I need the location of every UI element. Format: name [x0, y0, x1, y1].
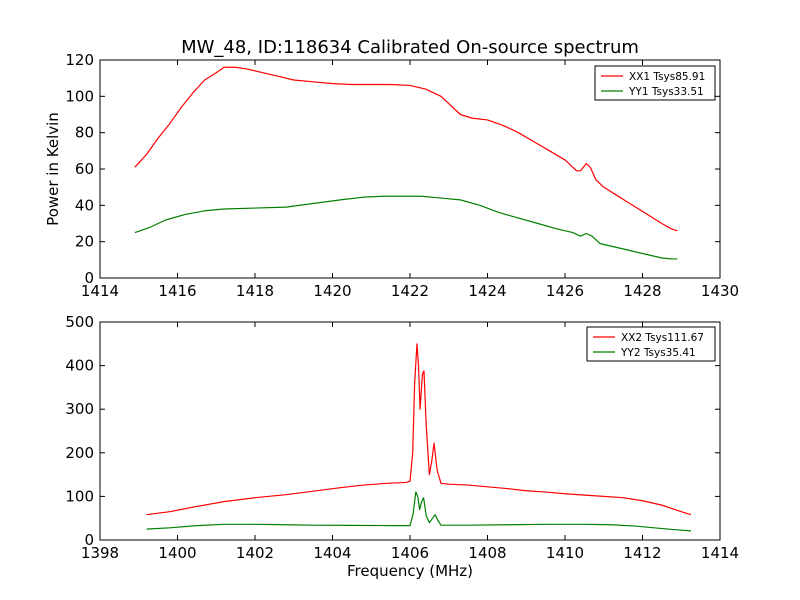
chart0-y-tick-label: 40 — [75, 196, 94, 214]
chart0-x-tick-label: 1420 — [313, 282, 351, 300]
chart1-legend-entry: XX2 Tsys111.67 — [621, 332, 704, 344]
chart0-x-tick-label: 1428 — [623, 282, 661, 300]
chart0-x-tick-label: 1416 — [158, 282, 196, 300]
chart1-legend-entry: YY2 Tsys35.41 — [620, 347, 696, 359]
chart1-x-tick-label: 1408 — [468, 544, 506, 562]
chart1-y-tick-label: 300 — [65, 400, 94, 418]
chart0-y-tick-label: 60 — [75, 160, 94, 178]
chart1-x-tick-label: 1398 — [81, 544, 119, 562]
chart0-x-tick-label: 1424 — [468, 282, 506, 300]
chart0-x-tick-label: 1430 — [701, 282, 739, 300]
top-spectrum-panel: 1414 1416 1418 1420 1422 1424 1426 1428 1430 0 20 4… — [44, 51, 739, 300]
chart1-x-tick-label: 1402 — [236, 544, 274, 562]
chart1-y-tick-label: 500 — [65, 313, 94, 331]
chart1-legend-box — [586, 326, 716, 362]
chart0-legend-entry: XX1 Tsys85.91 — [629, 71, 705, 83]
chart0-x-tick-label: 1422 — [391, 282, 429, 300]
chart0-series-line-green — [134, 195, 678, 260]
chart1-series-line-red — [146, 343, 692, 516]
chart1-y-tick-label: 200 — [65, 444, 94, 462]
chart1-x-axis-label: Frequency (MHz) — [347, 562, 473, 580]
chart1-x-tick-label: 1412 — [623, 544, 661, 562]
chart0-series-line-red — [134, 66, 678, 232]
chart0-y-tick-label: 0 — [84, 269, 94, 287]
chart1-x-tick-label: 1404 — [313, 544, 351, 562]
chart1-x-tick-label: 1414 — [701, 544, 739, 562]
bottom-spectrum-panel: 1398 1400 1402 1404 1406 1408 1410 1412 1414 0 100… — [65, 313, 739, 580]
chart0-x-tick-label: 1418 — [236, 282, 274, 300]
chart1-x-tick-label: 1400 — [158, 544, 196, 562]
chart1-y-tick-label: 0 — [84, 531, 94, 549]
chart1-y-tick-label: 100 — [65, 487, 94, 505]
chart0-y-tick-label: 100 — [65, 87, 94, 105]
chart1-y-tick-label: 400 — [65, 357, 94, 375]
chart1-series-line-green — [146, 491, 691, 532]
chart0-legend-box — [594, 65, 716, 101]
chart1-x-tick-label: 1410 — [546, 544, 584, 562]
chart0-y-axis-label: Power in Kelvin — [44, 112, 62, 226]
chart0-x-tick-label: 1426 — [546, 282, 584, 300]
chart1-x-tick-label: 1406 — [391, 544, 429, 562]
chart0-y-tick-label: 120 — [65, 51, 94, 69]
chart0-y-tick-label: 80 — [75, 124, 94, 142]
chart0-x-tick-label: 1414 — [81, 282, 119, 300]
figure-title: MW_48, ID:118634 Calibrated On-source sp… — [181, 37, 639, 58]
chart0-y-tick-label: 20 — [75, 233, 94, 251]
chart0-legend-entry: YY1 Tsys33.51 — [628, 86, 704, 98]
